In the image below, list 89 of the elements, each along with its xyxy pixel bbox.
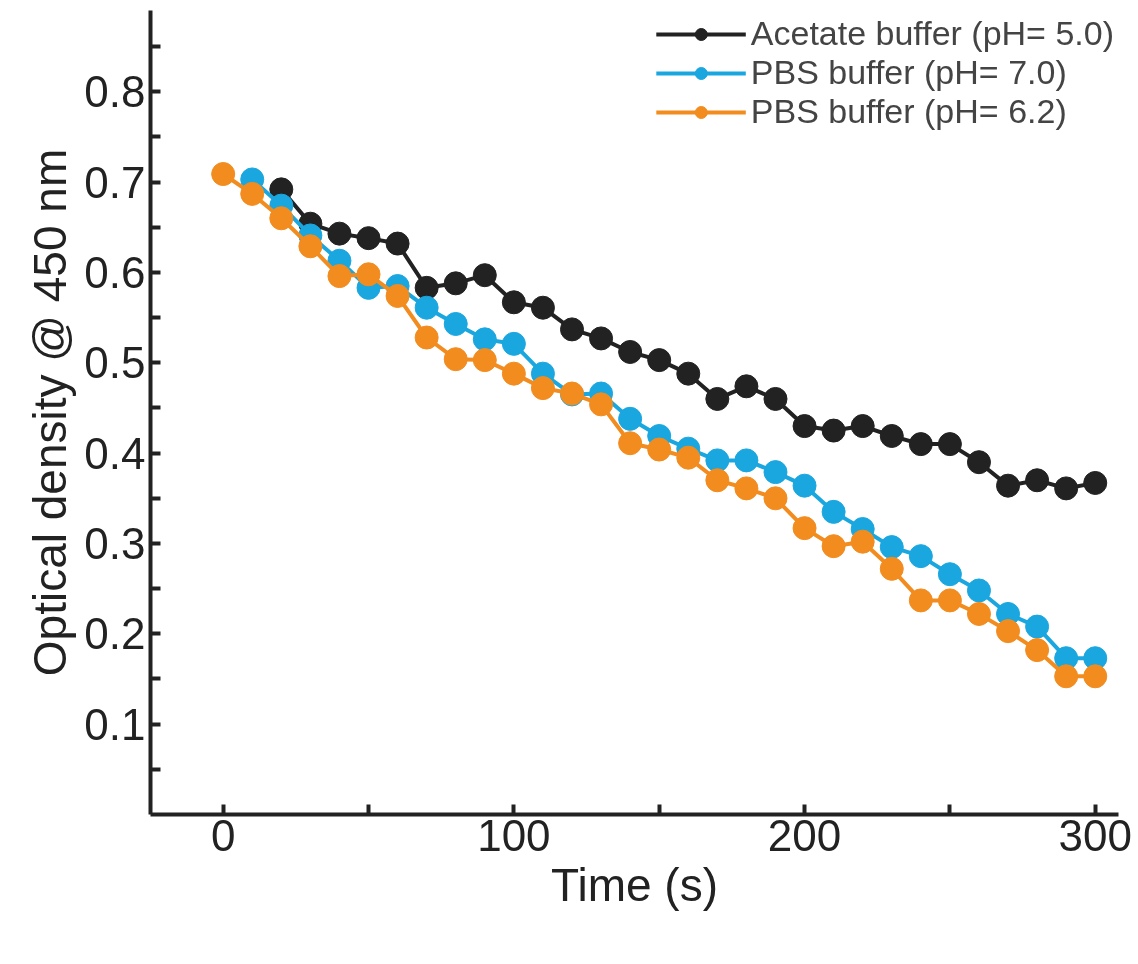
legend-label: Acetate buffer (pH= 5.0)	[750, 14, 1114, 53]
point	[240, 181, 265, 206]
y-tick-label: 0.8	[84, 67, 146, 117]
point	[1083, 470, 1108, 495]
point	[879, 556, 904, 581]
point	[530, 376, 555, 401]
point	[937, 562, 962, 587]
point	[414, 295, 439, 320]
point	[414, 275, 439, 300]
point	[792, 414, 817, 439]
legend-label: PBS buffer (pH= 7.0)	[750, 53, 1067, 92]
point	[472, 348, 497, 373]
y-tick-label: 0.6	[84, 247, 146, 297]
point	[501, 331, 526, 356]
point	[763, 460, 788, 485]
point	[821, 418, 846, 443]
y-tick-label: 0.3	[84, 518, 146, 568]
y-tick-label: 0.4	[84, 428, 146, 478]
point	[530, 295, 555, 320]
point	[1054, 664, 1079, 689]
point	[414, 325, 439, 350]
point	[908, 432, 933, 457]
point	[966, 578, 991, 603]
point	[734, 476, 759, 501]
point	[443, 271, 468, 296]
point	[705, 468, 730, 493]
point	[327, 264, 352, 289]
point	[443, 311, 468, 336]
point	[1025, 638, 1050, 663]
legend-label: PBS buffer (pH= 6.2)	[750, 92, 1067, 131]
point	[589, 326, 614, 351]
point	[618, 406, 643, 431]
point	[705, 448, 730, 473]
point	[327, 221, 352, 246]
point	[298, 234, 323, 259]
point	[1025, 468, 1050, 493]
point	[763, 386, 788, 411]
point	[443, 347, 468, 372]
point	[996, 619, 1021, 644]
point	[269, 206, 294, 231]
x-tick-label: 0	[210, 810, 236, 860]
x-tick-label: 200	[767, 810, 842, 860]
point	[966, 601, 991, 626]
point	[792, 516, 817, 541]
point	[356, 262, 381, 287]
point	[356, 226, 381, 251]
point	[1025, 614, 1050, 639]
point	[996, 473, 1021, 498]
y-tick-label: 0.7	[84, 157, 146, 207]
point	[501, 361, 526, 386]
point	[937, 432, 962, 457]
point	[734, 448, 759, 473]
point	[472, 327, 497, 352]
x-tick-label: 300	[1058, 810, 1132, 860]
point	[501, 290, 526, 315]
point	[850, 414, 875, 439]
point	[705, 386, 730, 411]
point	[821, 534, 846, 559]
point	[1083, 664, 1108, 689]
y-tick-label: 0.1	[84, 699, 146, 749]
point	[850, 529, 875, 554]
point	[385, 231, 410, 256]
point	[937, 588, 962, 613]
point	[589, 392, 614, 417]
point	[792, 473, 817, 498]
point	[763, 486, 788, 511]
point	[676, 445, 701, 470]
point	[908, 544, 933, 569]
point	[908, 588, 933, 613]
point	[560, 317, 584, 342]
point	[647, 437, 672, 462]
y-tick-label: 0.5	[84, 338, 146, 388]
point	[676, 361, 701, 386]
point	[966, 450, 991, 475]
point	[879, 535, 904, 560]
point	[211, 162, 236, 186]
y-axis-title: Optical density @ 450 nm	[24, 148, 77, 677]
point	[879, 424, 904, 448]
x-tick-label: 100	[477, 810, 551, 860]
point	[618, 431, 643, 456]
x-axis-title: Time (s)	[551, 858, 718, 911]
point	[618, 340, 643, 364]
point	[472, 263, 497, 288]
point	[385, 283, 410, 308]
point	[647, 348, 672, 373]
point	[821, 499, 846, 524]
point	[734, 374, 759, 399]
y-tick-label: 0.2	[84, 609, 146, 659]
point	[1054, 476, 1079, 501]
